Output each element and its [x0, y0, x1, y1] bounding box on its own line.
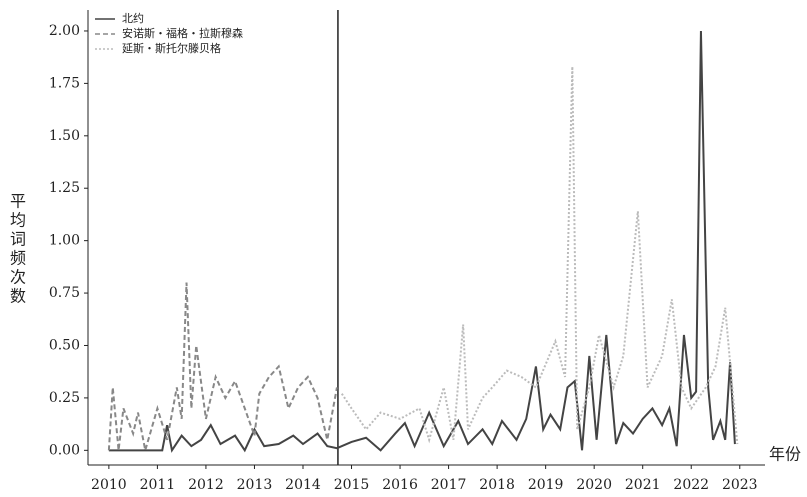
y-axis-label: 平: [10, 192, 26, 211]
x-tick-label: 2023: [722, 477, 758, 493]
y-tick-label: 0.00: [49, 442, 80, 458]
y-tick-label: 1.25: [49, 180, 80, 196]
x-tick-label: 2021: [625, 477, 661, 493]
x-tick-label: 2016: [382, 477, 418, 493]
x-tick-label: 2012: [188, 477, 224, 493]
y-tick-label: 2.00: [49, 23, 80, 39]
y-tick-label: 0.50: [49, 337, 80, 353]
y-axis-label: 次: [10, 268, 26, 287]
x-tick-label: 2013: [237, 477, 273, 493]
y-axis-label: 词: [10, 230, 26, 249]
x-tick-label: 2010: [91, 477, 127, 493]
series-line: [340, 66, 739, 445]
x-tick-label: 2015: [334, 477, 370, 493]
x-tick-label: 2017: [431, 477, 467, 493]
y-axis-label: 均: [10, 211, 26, 230]
legend-label: 安诺斯・福格・拉斯穆森: [122, 26, 243, 40]
y-axis-label: 频: [10, 249, 26, 268]
y-tick-label: 1.50: [49, 128, 80, 144]
legend-label: 北约: [122, 12, 144, 25]
y-tick-label: 0.25: [49, 390, 80, 406]
x-axis-label: 年份: [769, 445, 801, 464]
y-tick-label: 0.75: [49, 285, 80, 301]
x-tick-label: 2014: [285, 477, 321, 493]
series-line: [108, 30, 736, 453]
x-tick-label: 2018: [479, 477, 515, 493]
x-tick-label: 2020: [576, 477, 612, 493]
y-tick-label: 1.00: [49, 233, 80, 249]
y-tick-label: 1.75: [49, 75, 80, 91]
series-line: [107, 282, 338, 451]
x-tick-label: 2019: [528, 477, 564, 493]
y-axis-label: 数: [10, 287, 26, 306]
legend-label: 延斯・斯托尔滕贝格: [122, 41, 221, 55]
x-tick-label: 2011: [140, 477, 176, 493]
x-tick-label: 2022: [673, 477, 709, 493]
